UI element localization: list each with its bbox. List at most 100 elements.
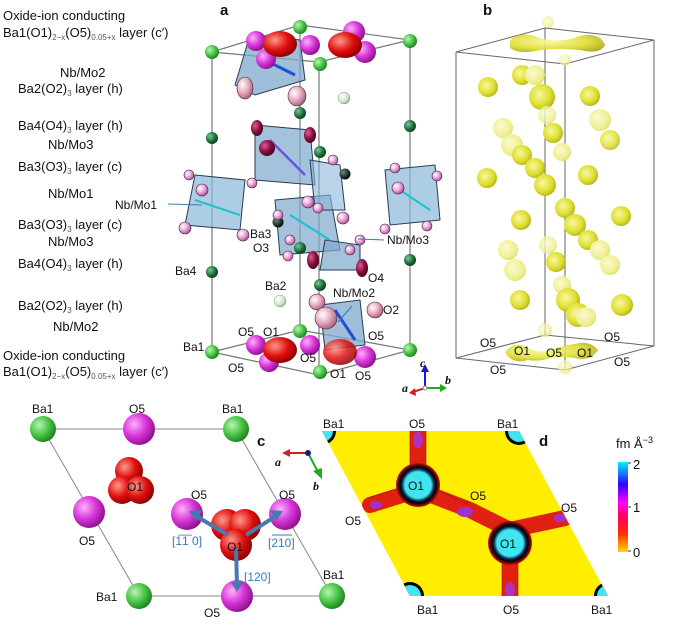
layer-label-ba3-top: Ba3(O3)3 layer (c)	[18, 159, 123, 176]
svg-text:Ba1: Ba1	[222, 402, 244, 416]
label-ba3: Ba3	[250, 227, 272, 241]
label-ba1: Ba1	[183, 340, 205, 354]
svg-text:O5: O5	[503, 603, 519, 617]
layer-label-ba3-bottom: Ba3(O3)3 layer (c)	[18, 217, 123, 234]
leader-lines	[167, 203, 385, 323]
svg-text:O5: O5	[279, 488, 295, 502]
axis-a-label: a	[275, 455, 281, 469]
label-o5: O5	[300, 351, 316, 365]
axis-triad-a: c a b	[402, 356, 451, 396]
layer-label-top-line2: Ba1(O1)2−x(O5)0.05+x layer (c′)	[3, 25, 169, 42]
svg-text:O1: O1	[227, 540, 243, 554]
nbmo1-octahedron-left	[184, 174, 246, 231]
svg-text:O5: O5	[129, 402, 145, 416]
o2-atom	[314, 306, 338, 330]
svg-text:O1: O1	[514, 344, 530, 358]
svg-text:O1: O1	[127, 480, 143, 494]
o2-atom	[366, 301, 384, 319]
panel-a-atom-labels: Nb/Mo1 Ba3 O3 Nb/Mo3 Ba4 Ba2 O4 Nb/Mo2 O…	[115, 198, 429, 383]
svg-text:O1: O1	[500, 537, 516, 551]
ba1-atom	[403, 34, 417, 48]
ba3-atom	[339, 168, 351, 180]
label-o5: O5	[228, 361, 244, 375]
label-o2: O2	[383, 303, 399, 317]
ba1-atom	[293, 20, 307, 34]
svg-text:Ba1: Ba1	[323, 568, 345, 582]
svg-text:O1: O1	[577, 346, 593, 360]
label-o3: O3	[253, 241, 269, 255]
panel-c-projection: Ba1 O5 Ba1 O1 O5 O5 O5 O1 Ba1 O5 Ba1 [1̅…	[30, 402, 345, 620]
o5-atom	[300, 335, 320, 355]
o4-atom	[259, 140, 275, 156]
ba1-atom	[293, 324, 307, 338]
panel-d-letter: d	[539, 433, 549, 450]
panel-d-atom-labels: Ba1 O5 Ba1 O1 O5 O5 O5 O1 Ba1 O5 Ba1	[323, 417, 613, 617]
layer-label-bottom-line1: Oxide-ion conducting	[3, 348, 126, 363]
label-o5: O5	[368, 329, 384, 343]
isosurface-blobs	[477, 16, 633, 374]
o5-atom	[73, 496, 105, 528]
o2-atom	[308, 293, 326, 311]
o2-atom	[236, 76, 254, 100]
svg-text:O5: O5	[490, 363, 506, 377]
svg-text:O5: O5	[480, 336, 496, 350]
ba-atoms	[205, 20, 417, 379]
o1-atom-left	[108, 457, 154, 504]
ba4-atom	[314, 279, 326, 291]
ba4-atom	[206, 266, 218, 278]
svg-text:O5: O5	[604, 330, 620, 344]
o1-atom	[323, 339, 357, 365]
panel-b-atom-labels: O5 O1 O5 O1 O5 O5 O5	[480, 330, 630, 377]
layer-label-nbmo1-left: Nb/Mo1	[48, 186, 94, 201]
o5-atom	[269, 498, 301, 530]
label-o5: O5	[355, 369, 371, 383]
svg-text:O5: O5	[204, 606, 220, 620]
ba1-atom	[205, 45, 219, 59]
svg-text:Ba1: Ba1	[96, 590, 118, 604]
direction-1-10-label: [1̅1̅ 0]	[172, 534, 202, 548]
o5-atom	[171, 498, 203, 530]
svg-text:Ba1: Ba1	[32, 402, 54, 416]
ba4-atom	[404, 254, 416, 266]
layer-label-nbmo3-top: Nb/Mo3	[48, 137, 94, 152]
axis-b-label: b	[313, 479, 319, 493]
axis-a-label: a	[402, 381, 408, 395]
nbmo3-octahedron-bottom	[319, 239, 361, 271]
svg-text:Ba1: Ba1	[497, 417, 519, 431]
ba1-atom	[403, 343, 417, 357]
axis-triad-c: a b	[275, 449, 322, 493]
o4-atom	[304, 127, 316, 143]
label-nbmo1: Nb/Mo1	[115, 198, 157, 212]
panel-b-cell-edges	[455, 27, 655, 371]
ba4-atom	[314, 146, 326, 158]
svg-text:O5: O5	[79, 534, 95, 548]
o5-atom	[123, 413, 155, 445]
o1-atom	[263, 31, 297, 57]
svg-text:Ba1: Ba1	[417, 603, 439, 617]
svg-text:O1: O1	[408, 479, 424, 493]
ba1-atom	[319, 583, 345, 609]
o-atoms	[178, 21, 443, 372]
svg-text:Ba1: Ba1	[323, 417, 345, 431]
o4-atom	[307, 251, 319, 269]
o2-atom	[287, 85, 307, 107]
svg-text:O5: O5	[409, 417, 425, 431]
colorbar-gradient	[618, 462, 628, 552]
direction-120-label: [120]	[244, 570, 271, 584]
panel-b-letter: b	[483, 2, 493, 19]
colorbar-tick-2: 2	[633, 457, 640, 472]
colorbar: fm Å−3 2 1 0	[616, 435, 653, 560]
o5-atom	[221, 580, 253, 612]
axis-c-label: c	[420, 356, 426, 370]
o1-atom	[263, 337, 297, 363]
layer-label-bottom-line2: Ba1(O1)2−x(O5)0.05+x layer (c′)	[3, 364, 169, 381]
direction-210-label: [210]	[268, 536, 295, 550]
axis-b-label: b	[445, 373, 451, 387]
svg-text:O5: O5	[191, 488, 207, 502]
panel-c-atoms	[30, 413, 345, 612]
colorbar-tick-1: 1	[633, 500, 640, 515]
label-ba4: Ba4	[175, 264, 197, 278]
colorbar-unit: fm Å−3	[616, 435, 653, 451]
o5-atom	[246, 335, 266, 355]
